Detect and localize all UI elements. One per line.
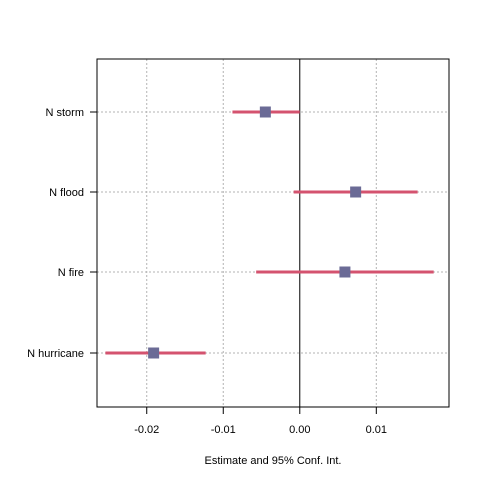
x-tick-label: -0.01: [211, 424, 236, 436]
estimate-point: [259, 106, 271, 118]
estimate-point: [339, 266, 351, 278]
category-label: N flood: [49, 187, 84, 199]
x-axis-title: Estimate and 95% Conf. Int.: [205, 455, 342, 467]
x-tick-label: -0.02: [134, 424, 159, 436]
x-axis: -0.02 -0.01 0.00 0.01: [134, 407, 387, 436]
x-tick-label: 0.01: [366, 424, 387, 436]
estimate-points: [148, 106, 362, 359]
category-label: N fire: [58, 267, 84, 279]
estimate-point: [148, 347, 160, 359]
category-label: N storm: [46, 107, 85, 119]
plot-frame: [96, 58, 450, 408]
category-labels: N storm N flood N fire N hurricane: [27, 107, 97, 360]
x-tick-label: 0.00: [289, 424, 310, 436]
estimate-point: [350, 186, 362, 198]
category-label: N hurricane: [27, 348, 84, 360]
